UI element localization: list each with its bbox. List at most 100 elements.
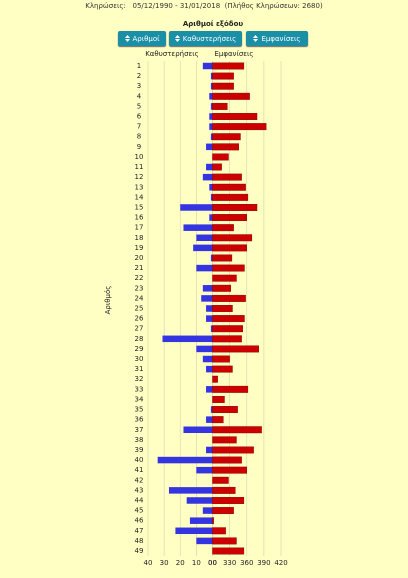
delay-bar: [202, 62, 213, 70]
delay-bar: [168, 487, 213, 494]
appear-bar: [212, 507, 234, 515]
delay-bar: [183, 426, 213, 433]
appear-bar: [212, 345, 259, 353]
appear-bar: [212, 527, 226, 535]
y-tick-label: 16: [135, 214, 144, 222]
appear-bar: [212, 294, 246, 302]
appear-bar: [212, 486, 236, 494]
appear-bar: [212, 395, 225, 403]
appear-bar: [212, 335, 242, 343]
y-tick-label: 34: [135, 395, 144, 403]
delay-bar: [202, 285, 213, 292]
appear-bar: [212, 375, 218, 383]
y-tick-label: 46: [135, 517, 144, 525]
y-tick-label: 49: [135, 547, 144, 555]
delay-bar: [210, 72, 213, 80]
button-label: Εμφανίσεις: [261, 34, 301, 43]
y-tick-label: 14: [135, 193, 144, 201]
delay-bar: [180, 204, 213, 211]
delay-bar: [206, 386, 213, 393]
button-label: Αριθμοί: [132, 34, 160, 43]
y-tick-label: 27: [135, 325, 144, 333]
y-tick-label: 43: [135, 486, 144, 494]
y-tick-label: 3: [137, 82, 141, 90]
y-tick-label: 12: [135, 173, 144, 181]
button-label: Καθυστερήσεις: [182, 34, 237, 43]
delay-bar: [196, 345, 213, 353]
delay-bar: [210, 325, 213, 332]
y-tick-label: 40: [135, 456, 144, 464]
y-tick-label: 28: [135, 335, 144, 343]
appear-bar: [212, 173, 242, 181]
x-tick-label: 00: [208, 559, 217, 567]
delay-bar: [201, 295, 213, 302]
appear-bar: [212, 204, 258, 211]
y-tick-label: 8: [137, 133, 141, 141]
appear-bar: [212, 113, 258, 120]
y-tick-label: 15: [135, 203, 144, 211]
y-tick-label: 10: [135, 153, 144, 161]
x2-tick-label: 420: [274, 559, 287, 567]
x2-tick-label: 390: [257, 559, 270, 567]
x-tick-label: 30: [160, 559, 169, 567]
appear-bar: [212, 385, 249, 393]
y-tick-label: 11: [135, 163, 144, 171]
appear-bar: [212, 224, 234, 232]
appear-bar: [212, 497, 245, 504]
delay-bar: [193, 244, 213, 252]
appear-bar: [212, 517, 214, 525]
appear-bar: [212, 102, 228, 110]
y-tick-label: 18: [135, 234, 144, 242]
appear-bar: [212, 305, 233, 312]
appear-bar: [212, 274, 237, 282]
y-tick-label: 25: [135, 305, 144, 313]
appear-bar: [212, 537, 237, 545]
x2-tick-label: 330: [223, 559, 236, 567]
appear-bar: [212, 446, 254, 454]
y-tick-label: 37: [135, 426, 144, 434]
appear-bar: [212, 214, 247, 222]
y-axis-label: Αριθμός: [104, 286, 112, 315]
y-tick-label: 35: [135, 406, 144, 414]
delay-bar: [210, 82, 213, 90]
y-tick-label: 29: [135, 345, 144, 353]
y-tick-label: 48: [135, 537, 144, 545]
appear-bar: [212, 153, 229, 161]
delay-bar: [210, 133, 213, 140]
delay-bar: [210, 254, 213, 262]
appear-bar: [212, 254, 233, 262]
delay-bar: [157, 456, 213, 464]
appear-bar: [212, 315, 245, 323]
sort-number-button[interactable]: Αριθμοί: [118, 31, 166, 46]
delay-bar: [209, 214, 213, 221]
delay-bar: [189, 517, 213, 524]
appear-bar: [212, 466, 247, 474]
y-tick-label: 17: [135, 224, 144, 232]
appear-bar: [212, 426, 262, 434]
x-tick-label: 40: [144, 559, 153, 567]
delay-bar: [209, 184, 213, 191]
y-tick-label: 9: [137, 143, 141, 151]
delay-bar: [162, 335, 213, 343]
y-tick-label: 33: [135, 385, 144, 393]
appear-bar: [212, 325, 243, 333]
delay-bar: [210, 103, 213, 110]
y-tick-label: 4: [137, 92, 142, 100]
delay-bar: [206, 305, 213, 312]
appear-bar: [212, 355, 230, 363]
y-tick-label: 45: [135, 507, 144, 515]
appear-bar: [212, 92, 250, 100]
sort-appear-button[interactable]: Εμφανίσεις: [246, 31, 308, 46]
delay-bar: [202, 173, 213, 181]
appear-bar: [212, 62, 245, 70]
sort-delay-button[interactable]: Καθυστερήσεις: [169, 31, 242, 46]
delay-bar: [196, 264, 213, 272]
x-tick-label: 10: [192, 559, 201, 567]
delay-bar: [186, 497, 213, 504]
y-tick-label: 26: [135, 315, 144, 323]
appear-bar: [212, 123, 267, 131]
appear-bar: [212, 284, 231, 292]
y-tick-label: 5: [137, 102, 141, 110]
